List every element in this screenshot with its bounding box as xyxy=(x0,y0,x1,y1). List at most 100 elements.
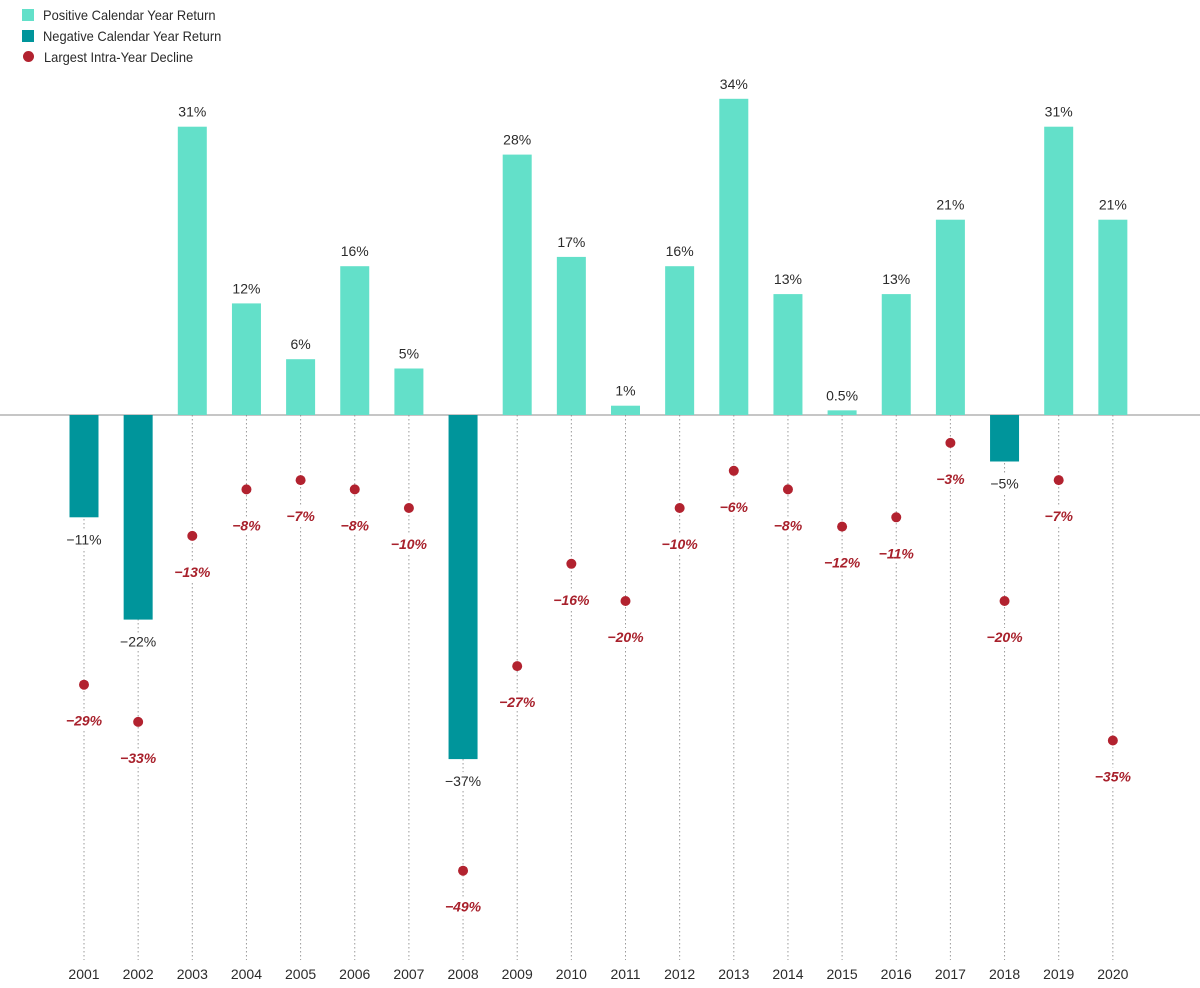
bar-2008 xyxy=(448,415,478,760)
year-label-bg xyxy=(713,962,754,982)
decline-label-bg xyxy=(874,544,919,563)
decline-label-2012: −10% xyxy=(662,536,699,552)
bar-label-2017: 21% xyxy=(936,197,964,213)
decline-dot-2020 xyxy=(1107,735,1118,746)
bar-2020 xyxy=(1098,219,1128,415)
decline-label-2013: −6% xyxy=(720,499,749,515)
decline-label-2014: −8% xyxy=(774,517,803,533)
decline-dot-2003 xyxy=(187,530,198,541)
decline-dot-2009 xyxy=(512,661,523,672)
bar-label-2007: 5% xyxy=(399,346,419,362)
bar-2018 xyxy=(990,415,1020,462)
decline-label-bg xyxy=(765,516,810,535)
decline-label-bg xyxy=(820,553,865,572)
year-label-bg xyxy=(767,962,808,982)
year-label-bg xyxy=(226,962,267,982)
bar-label-2003: 31% xyxy=(178,104,206,120)
year-label-bg xyxy=(822,962,863,982)
bar-label-2002: −22% xyxy=(120,634,156,650)
decline-label-bg xyxy=(170,562,215,581)
decline-label-2006: −8% xyxy=(341,517,370,533)
bar-2004 xyxy=(231,303,261,415)
year-label-bg xyxy=(118,962,159,982)
decline-label-2018: −20% xyxy=(986,629,1023,645)
year-label-bg xyxy=(659,962,700,982)
legend-item-decline: Largest Intra-Year Decline xyxy=(22,46,237,67)
bar-label-bg xyxy=(118,632,159,651)
year-label-bg xyxy=(443,962,484,982)
decline-label-bg xyxy=(549,590,594,609)
year-label-2005: 2005 xyxy=(285,966,316,982)
year-label-2006: 2006 xyxy=(339,966,370,982)
decline-label-bg xyxy=(62,711,106,730)
bar-label-2018: −5% xyxy=(990,476,1018,492)
decline-label-bg xyxy=(441,897,486,916)
year-label-bg xyxy=(497,962,538,982)
legend-item-positive: Positive Calendar Year Return xyxy=(22,4,237,25)
decline-dot-2005 xyxy=(295,475,306,486)
bar-2013 xyxy=(719,98,749,416)
decline-label-bg xyxy=(278,507,323,526)
decline-dot-2010 xyxy=(566,558,577,569)
year-label-bg xyxy=(551,962,592,982)
decline-dot-2014 xyxy=(782,484,793,495)
bar-2006 xyxy=(340,266,370,415)
year-label-2016: 2016 xyxy=(881,966,912,982)
legend-swatch-negative xyxy=(22,29,34,42)
legend-label-negative: Negative Calendar Year Return xyxy=(43,27,222,44)
bar-2005 xyxy=(286,359,316,415)
decline-label-2004: −8% xyxy=(232,517,261,533)
bar-2017 xyxy=(935,219,965,415)
bar-2014 xyxy=(773,294,803,415)
bar-label-2011: 1% xyxy=(615,383,635,399)
decline-label-2017: −3% xyxy=(936,471,965,487)
decline-label-bg xyxy=(657,535,702,553)
decline-dot-2001 xyxy=(79,679,89,690)
decline-label-2010: −16% xyxy=(553,592,590,608)
decline-label-2005: −7% xyxy=(286,508,315,524)
bar-label-2008: −37% xyxy=(445,773,481,789)
decline-dot-2019 xyxy=(1053,475,1064,486)
decline-label-bg xyxy=(928,469,973,488)
decline-label-bg xyxy=(116,748,161,767)
bar-label-2009: 28% xyxy=(503,132,531,148)
year-label-2004: 2004 xyxy=(231,966,262,982)
decline-dot-2002 xyxy=(133,716,144,727)
decline-dot-2017 xyxy=(945,437,956,448)
decline-label-2009: −27% xyxy=(499,694,536,710)
year-label-bg xyxy=(280,962,321,982)
bar-label-2001: −11% xyxy=(66,531,101,547)
year-label-bg xyxy=(64,962,104,982)
decline-label-bg xyxy=(386,535,431,553)
decline-dot-2012 xyxy=(674,503,685,513)
bar-label-bg xyxy=(443,772,484,791)
bar-label-bg xyxy=(64,530,104,549)
bar-2009 xyxy=(502,154,532,415)
year-label-2002: 2002 xyxy=(123,966,154,982)
bar-2011 xyxy=(611,405,640,415)
bar-label-2004: 12% xyxy=(232,280,260,296)
bar-2016 xyxy=(881,294,911,415)
year-label-bg xyxy=(1092,962,1133,982)
bar-2015 xyxy=(827,410,857,415)
year-label-2014: 2014 xyxy=(772,966,803,982)
decline-dot-2018 xyxy=(999,596,1010,606)
legend-swatch-positive xyxy=(22,8,34,21)
bar-2001 xyxy=(69,415,99,518)
decline-dot-2011 xyxy=(620,596,631,606)
decline-label-bg xyxy=(495,693,540,712)
legend-item-negative: Negative Calendar Year Return xyxy=(22,25,237,46)
year-label-bg xyxy=(605,962,646,982)
decline-label-2008: −49% xyxy=(445,899,482,915)
bar-2010 xyxy=(556,256,586,415)
year-label-2008: 2008 xyxy=(447,966,478,982)
year-label-bg xyxy=(334,962,375,982)
bar-2019 xyxy=(1044,126,1074,415)
year-label-2001: 2001 xyxy=(68,966,99,982)
bar-label-2012: 16% xyxy=(666,243,694,259)
decline-label-2011: −20% xyxy=(607,629,644,645)
year-label-2011: 2011 xyxy=(610,966,640,982)
year-label-2015: 2015 xyxy=(827,966,858,982)
decline-label-bg xyxy=(603,628,648,646)
